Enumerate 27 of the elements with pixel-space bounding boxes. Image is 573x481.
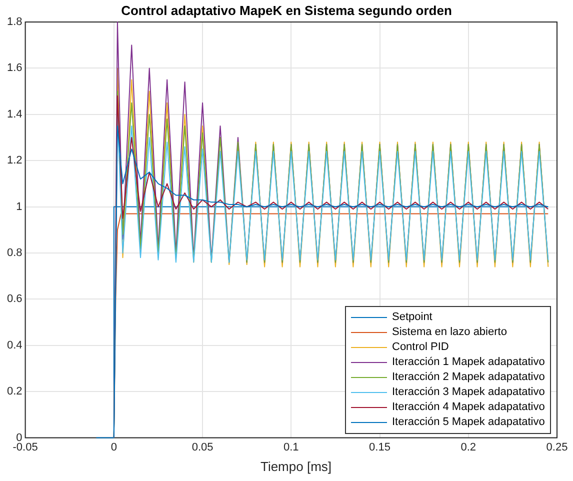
y-tick-label: 1.8 — [6, 16, 22, 28]
y-tick-label: 0.4 — [6, 339, 22, 352]
legend-label: Iteracción 3 Mapek adapatativo — [392, 386, 545, 398]
x-tick-label: 0.2 — [460, 441, 476, 454]
chart-title: Control adaptativo MapeK en Sistema segundo orden — [120, 3, 453, 18]
legend-label: Iteracción 2 Mapek adapatativo — [392, 371, 545, 384]
y-tick-label: 1.2 — [6, 154, 22, 167]
legend-label: Sistema en lazo abierto — [392, 326, 507, 338]
y-tick-label: 0.8 — [6, 247, 22, 260]
x-axis-title: Tiempo [ms] — [259, 459, 333, 474]
y-tick-label: 0.2 — [6, 386, 22, 398]
legend-label: Iteracción 5 Mapek adapatativo — [392, 416, 545, 428]
x-tick-label: 0.1 — [283, 441, 299, 454]
y-tick-label: 1.6 — [6, 62, 22, 74]
y-tick-label: 0 — [16, 432, 22, 444]
x-tick-label: 0.05 — [192, 441, 214, 454]
x-tick-label: 0 — [110, 441, 117, 454]
legend-label: Setpoint — [392, 311, 432, 324]
y-tick-label: 0.6 — [6, 293, 22, 306]
y-tick-label: 1 — [16, 200, 22, 213]
legend-label: Control PID — [392, 341, 449, 354]
legend-label: Iteracción 4 Mapek adapatativo — [392, 401, 545, 414]
x-tick-label: -0.05 — [12, 441, 38, 454]
x-tick-label: 0.15 — [369, 441, 390, 454]
y-tick-label: 1.4 — [6, 108, 22, 120]
legend-label: Iteracción 1 Mapek adapatativo — [392, 356, 545, 368]
x-tick-label: 0.25 — [546, 441, 568, 454]
